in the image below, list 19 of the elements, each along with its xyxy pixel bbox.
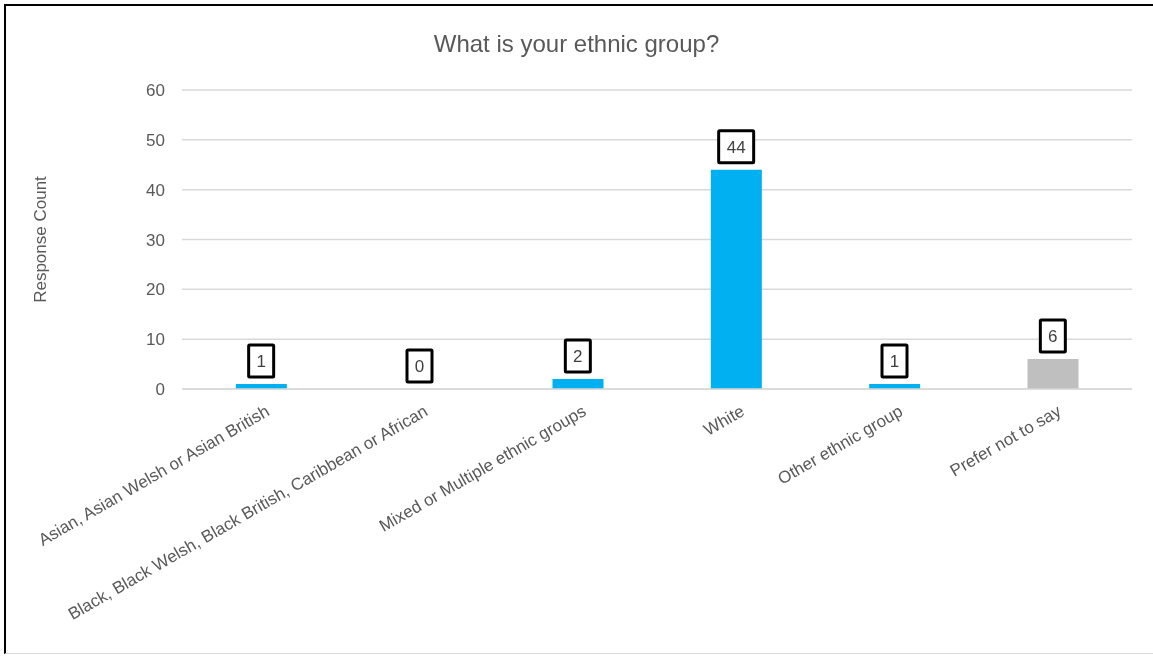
data-label: 6 [1048,327,1058,347]
data-label: 0 [414,357,425,376]
y-tick-label: 40 [146,180,165,200]
y-tick-label: 0 [155,380,165,400]
y-tick-label: 50 [146,130,165,150]
data-label: 1 [256,352,266,372]
x-tick-label: White [700,401,748,440]
data-label: 2 [573,347,583,367]
y-tick-label: 30 [146,230,165,250]
chart-title: What is your ethnic group? [432,30,721,58]
y-tick-label: 60 [146,81,165,101]
y-tick-label: 20 [146,280,165,300]
bar [1027,359,1079,389]
data-label: 1 [889,352,900,372]
y-axis-title: Response Count [31,175,51,303]
bar [710,169,762,389]
bar [552,379,604,389]
data-label: 44 [726,137,746,157]
y-tick-label: 10 [146,330,165,350]
